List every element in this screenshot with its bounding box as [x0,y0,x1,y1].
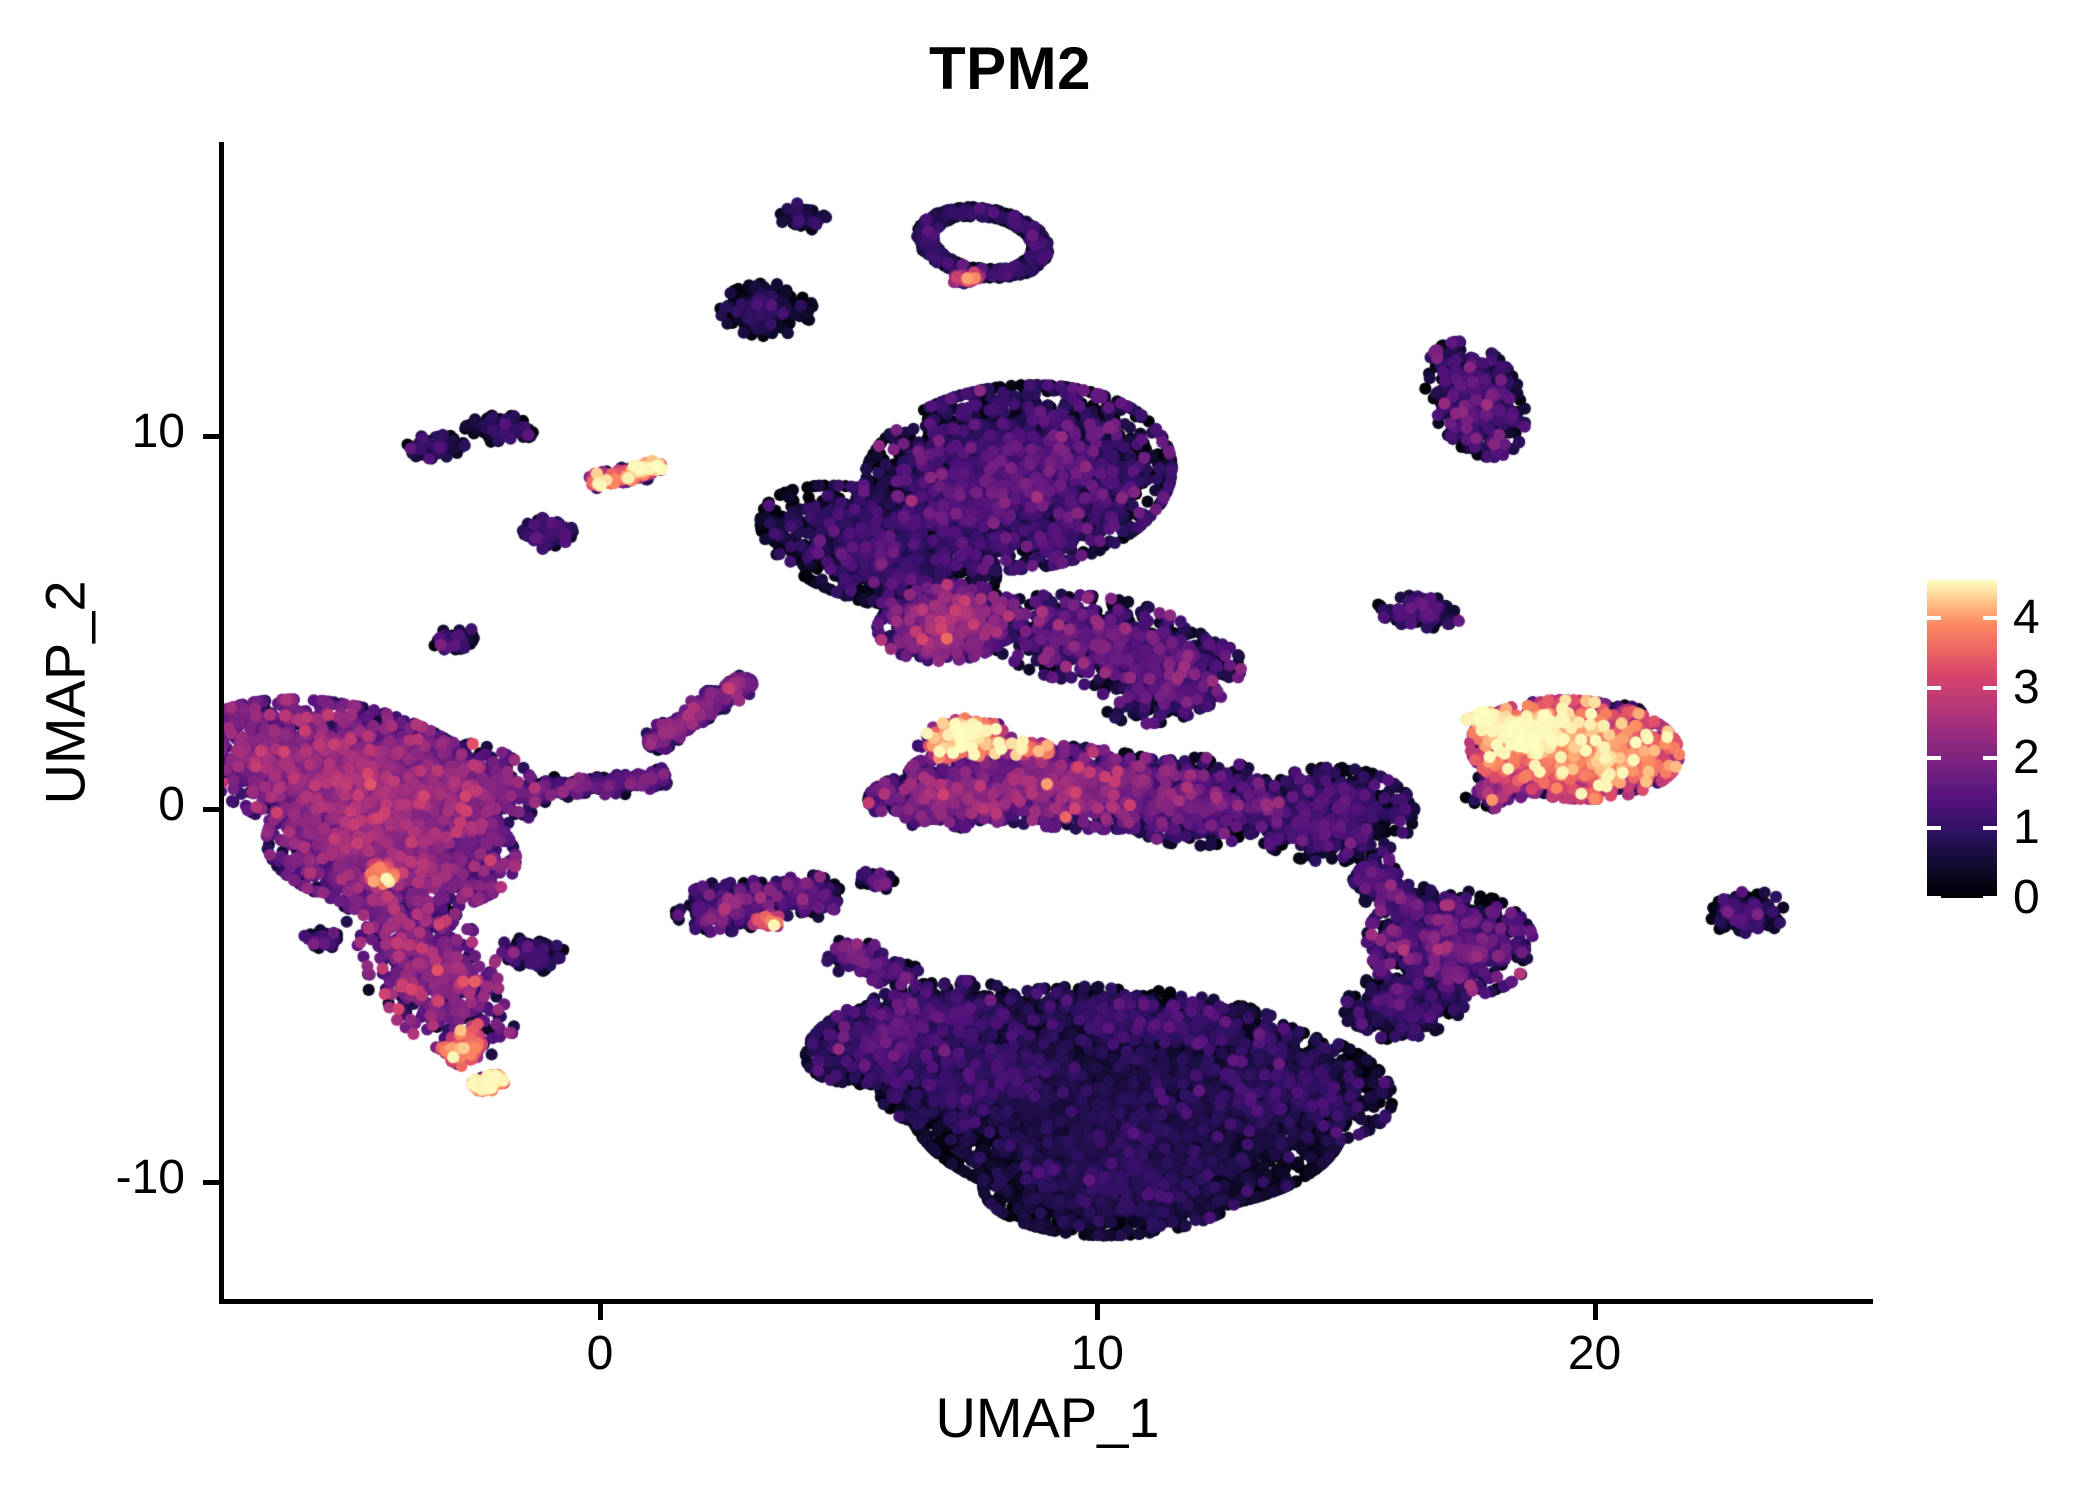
x-tick-mark [1095,1304,1101,1320]
y-axis-line [219,142,224,1304]
x-tick-label: 0 [586,1327,614,1380]
colorbar-tick-mark [1983,896,1997,900]
colorbar-tick-label: 4 [2013,591,2040,645]
x-tick-mark [1592,1304,1598,1320]
colorbar-tick-label: 0 [2013,871,2040,924]
colorbar-tick-mark [1927,686,1941,691]
colorbar-tick-mark [1927,826,1941,831]
colorbar-gradient [1927,580,1997,898]
colorbar-tick-mark [1927,756,1941,761]
colorbar-tick-mark [1983,826,1997,831]
colorbar-tick-mark [1927,616,1941,621]
y-tick-label: 0 [158,778,185,832]
x-tick-label: 10 [1070,1327,1124,1380]
colorbar-tick-mark [1927,896,1941,900]
x-axis-line [219,1299,1873,1304]
colorbar-tick-mark [1983,616,1997,621]
colorbar-tick-mark [1983,686,1997,691]
colorbar-tick-label: 1 [2013,801,2040,855]
colorbar-tick-label: 2 [2013,731,2040,785]
colorbar-tick-mark [1983,756,1997,761]
x-tick-label: 20 [1567,1327,1622,1380]
x-axis-title: UMAP_1 [935,1386,1160,1449]
y-tick-mark [203,1179,219,1185]
y-tick-mark [203,434,219,440]
scatter-canvas [222,142,1873,1301]
page-title: TPM2 [928,35,1092,102]
y-tick-mark [203,807,219,813]
x-tick-mark [597,1304,603,1320]
y-tick-label: -10 [115,1150,185,1204]
y-axis-title: UMAP_2 [33,580,97,805]
y-tick-label: 10 [131,405,185,459]
colorbar-legend: 0 1 2 3 4 [1927,580,2040,922]
plot-panel [222,142,1873,1301]
colorbar-tick-label: 3 [2013,661,2040,715]
